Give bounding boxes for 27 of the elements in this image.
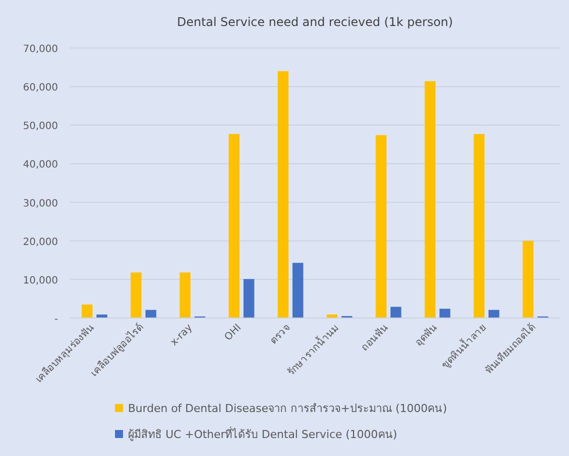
- y-tick-label: 20,000: [23, 236, 58, 248]
- y-tick-label: 50,000: [23, 121, 58, 132]
- bar: [292, 262, 304, 318]
- bar: [228, 134, 240, 318]
- bar: [522, 240, 534, 318]
- y-tick-label: 30,000: [23, 198, 58, 210]
- bar: [376, 135, 386, 318]
- legend-label: Burden of Dental Diseaseจาก การสำรวจ+ประมาณ (1000คน): [128, 402, 448, 415]
- bar: [130, 272, 142, 318]
- bar: [82, 304, 92, 318]
- bar: [440, 308, 450, 318]
- chart-title: Dental Service need and recieved (1k person): [177, 15, 453, 29]
- y-tick-label: -: [54, 314, 58, 325]
- legend-label: ผู้มีสิทธิ UC +Otherที่ได้รับ Dental Service (1000คน): [128, 426, 398, 441]
- y-tick-label: 60,000: [23, 82, 58, 94]
- bar: [488, 310, 500, 318]
- bar: [474, 134, 484, 318]
- y-tick-label: 70,000: [23, 44, 58, 55]
- x-tick-label: OHI: [222, 322, 244, 344]
- bar: [278, 71, 288, 318]
- bar: [244, 279, 254, 318]
- y-tick-label: 10,000: [23, 275, 58, 286]
- bar: [390, 306, 402, 318]
- y-tick-label: 40,000: [23, 160, 58, 171]
- bar: [180, 272, 190, 318]
- bar: [146, 310, 156, 318]
- bar: [424, 81, 436, 318]
